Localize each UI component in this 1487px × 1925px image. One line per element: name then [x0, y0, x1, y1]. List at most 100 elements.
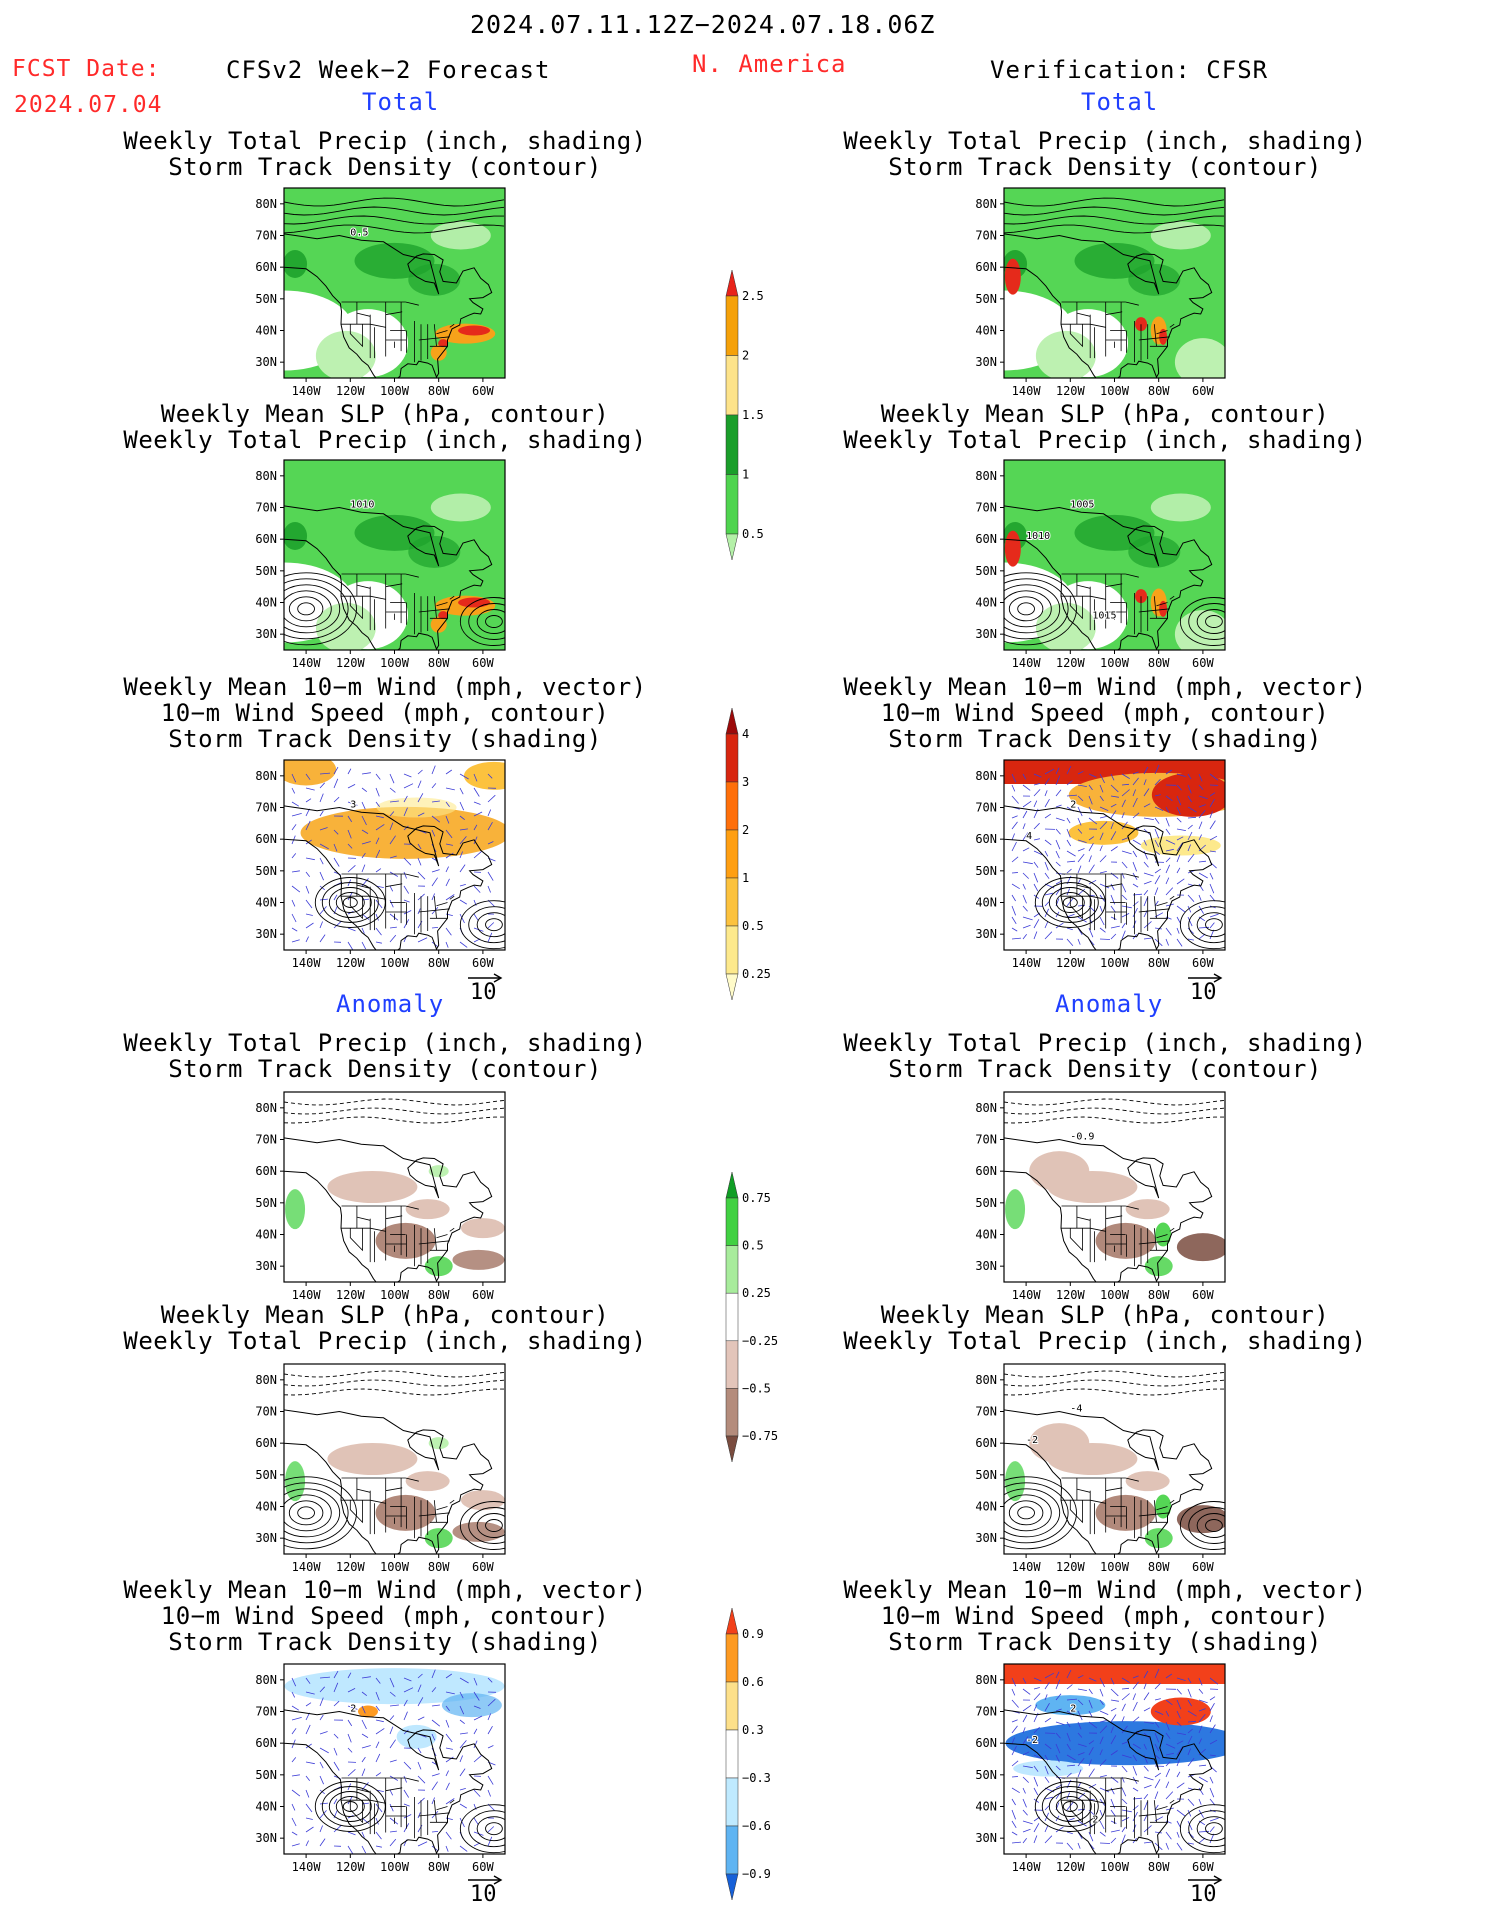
- vector-reference-left-anom: [466, 1872, 506, 1891]
- longitude-label: 80W: [428, 656, 450, 670]
- latitude-label: 40N: [255, 1228, 277, 1242]
- longitude-label: 60W: [472, 656, 494, 670]
- map-precip-anom-forecast: 80N 70N 60N 50N 40N 30N 140W 120W 100W 80W 60W: [255, 1091, 506, 1302]
- contour-label: -2: [1026, 1435, 1038, 1446]
- title-line: Weekly Mean 10−m Wind (mph, vector): [843, 673, 1367, 701]
- title-line: Weekly Mean 10−m Wind (mph, vector): [123, 673, 647, 701]
- colorbar-swatch: [725, 1633, 739, 1683]
- colorbar-swatch: [725, 1197, 739, 1246]
- vector-reference-value: 10: [1190, 1882, 1217, 1907]
- section-anomaly-right: Anomaly: [1055, 990, 1164, 1018]
- latitude-label: 50N: [255, 1768, 277, 1782]
- map-wind-storm-forecast: 3 80N 70N 60N 50N 40N 30N 140W 120W 100W 80W 60W: [255, 759, 506, 970]
- longitude-label: 60W: [472, 956, 494, 970]
- colorbar-label: 2: [742, 823, 749, 837]
- title-line: Weekly Total Precip (inch, shading): [843, 1327, 1367, 1355]
- longitude-label: 120W: [336, 656, 366, 670]
- contour-label: 4: [1026, 831, 1032, 842]
- colorbar-label: 1.5: [742, 408, 764, 422]
- longitude-label: 120W: [336, 384, 366, 398]
- latitude-label: 30N: [975, 1831, 997, 1845]
- latitude-label: 30N: [975, 1259, 997, 1273]
- longitude-label: 100W: [1100, 1560, 1130, 1574]
- longitude-label: 100W: [380, 656, 410, 670]
- latitude-label: 50N: [975, 292, 997, 306]
- title-line: Weekly Mean SLP (hPa, contour): [880, 1301, 1330, 1329]
- colorbar-swatch: [725, 1435, 739, 1463]
- panel-title-right-1: Weekly Total Precip (inch, shading) Stor…: [840, 128, 1370, 180]
- map-canvas: 80N 70N 60N 50N 40N 30N 140W 120W 100W 80W 60W: [255, 1363, 506, 1574]
- title-line: Storm Track Density (contour): [168, 1055, 602, 1083]
- latitude-label: 80N: [255, 469, 277, 483]
- map-wind-anom-verification: 2 -2 2 80N 70N 60N 50N 40N 30N 140W 120W 100W 80W 60W: [975, 1663, 1226, 1874]
- contour-label: 3: [350, 800, 356, 811]
- latitude-label: 30N: [255, 927, 277, 941]
- colorbar-label: −0.6: [742, 1819, 771, 1833]
- vector-reference-left: [466, 970, 506, 989]
- latitude-label: 30N: [255, 627, 277, 641]
- panel-title-right-4: Weekly Total Precip (inch, shading) Stor…: [840, 1030, 1370, 1082]
- contour-label: -2: [1026, 1735, 1038, 1746]
- colorbar-label: −0.9: [742, 1867, 771, 1881]
- latitude-label: 60N: [975, 1736, 997, 1750]
- longitude-label: 60W: [472, 384, 494, 398]
- title-line: Weekly Mean 10−m Wind (mph, vector): [843, 1576, 1367, 1604]
- colorbar-label: −0.5: [742, 1381, 771, 1395]
- vector-reference-value: 10: [470, 980, 497, 1005]
- vector-reference-right-anom: [1186, 1872, 1226, 1891]
- colorbar-swatch: [725, 1825, 739, 1875]
- latitude-label: 70N: [255, 229, 277, 243]
- latitude-label: 70N: [255, 1405, 277, 1419]
- title-line: 10−m Wind Speed (mph, contour): [880, 699, 1330, 727]
- colorbar-swatch: [725, 295, 739, 356]
- longitude-label: 60W: [1192, 384, 1214, 398]
- panel-title-left-2: Weekly Mean SLP (hPa, contour) Weekly To…: [120, 401, 650, 453]
- colorbar-label: 0.6: [742, 1675, 764, 1689]
- arrow-right-icon: [1188, 1875, 1223, 1885]
- longitude-label: 140W: [292, 956, 322, 970]
- colorbar-swatch: [725, 269, 739, 297]
- latitude-label: 80N: [255, 197, 277, 211]
- longitude-label: 60W: [472, 1560, 494, 1574]
- panel-title-right-3: Weekly Mean 10−m Wind (mph, vector) 10−m…: [820, 674, 1390, 752]
- title-line: 10−m Wind Speed (mph, contour): [160, 1602, 610, 1630]
- latitude-label: 50N: [255, 1468, 277, 1482]
- latitude-label: 30N: [975, 355, 997, 369]
- colorbar-label: −0.75: [742, 1429, 778, 1443]
- arrow-right-icon: [1188, 973, 1223, 983]
- colorbar-label: 0.25: [742, 967, 771, 981]
- map-slp-precip-verification: 1005 1010 1015 80N 70N 60N 50N 40N 30N 140W 120W 10…: [975, 459, 1226, 670]
- map-canvas: -0.9 80N 70N 60N 50N 40N 30N 140W 120W 100W 80W 60W: [975, 1091, 1226, 1302]
- latitude-label: 80N: [975, 469, 997, 483]
- colorbar-swatch: [725, 1340, 739, 1389]
- colorbar-swatch: [725, 1292, 739, 1342]
- title-line: 10−m Wind Speed (mph, contour): [160, 699, 610, 727]
- map-slp-anom-forecast: 80N 70N 60N 50N 40N 30N 140W 120W 100W 80W 60W: [255, 1363, 506, 1574]
- latitude-label: 70N: [975, 501, 997, 515]
- title-line: Storm Track Density (shading): [888, 1628, 1322, 1656]
- map-canvas: -4 -2 80N 70N 60N 50N 40N 30N 140W 120W 100W 80W 60W: [975, 1363, 1226, 1574]
- latitude-label: 60N: [255, 1736, 277, 1750]
- latitude-label: 70N: [255, 801, 277, 815]
- longitude-label: 60W: [1192, 1560, 1214, 1574]
- latitude-label: 60N: [975, 1436, 997, 1450]
- latitude-label: 30N: [975, 927, 997, 941]
- map-canvas: 2 4 80N 70N 60N 50N 40N 30N 140W 120W 100W 80W 60W: [975, 759, 1226, 970]
- latitude-label: 50N: [255, 564, 277, 578]
- panel-title-left-1: Weekly Total Precip (inch, shading) Stor…: [120, 128, 650, 180]
- latitude-label: 40N: [255, 896, 277, 910]
- latitude-label: 60N: [255, 260, 277, 274]
- contour-label: 2: [350, 1704, 356, 1715]
- colorbar-swatch: [725, 1388, 739, 1437]
- contour-label: 1005: [1070, 500, 1094, 511]
- colorbar-canvas: 0.75 0.5 0.25 −0.25 −0.5 −0.75: [725, 1171, 778, 1463]
- longitude-label: 80W: [1148, 1560, 1170, 1574]
- latitude-label: 60N: [975, 1164, 997, 1178]
- section-total-left: Total: [362, 88, 440, 116]
- colorbar-canvas: 2.521.510.50.25: [725, 269, 771, 601]
- map-canvas: 1010 80N 70N 60N 50N 40N 30N 140W 120W 100W 80W 60W: [255, 459, 506, 670]
- longitude-label: 120W: [1056, 656, 1086, 670]
- title-line: Storm Track Density (shading): [888, 725, 1322, 753]
- longitude-label: 140W: [292, 1560, 322, 1574]
- colorbar-swatch: [725, 925, 739, 975]
